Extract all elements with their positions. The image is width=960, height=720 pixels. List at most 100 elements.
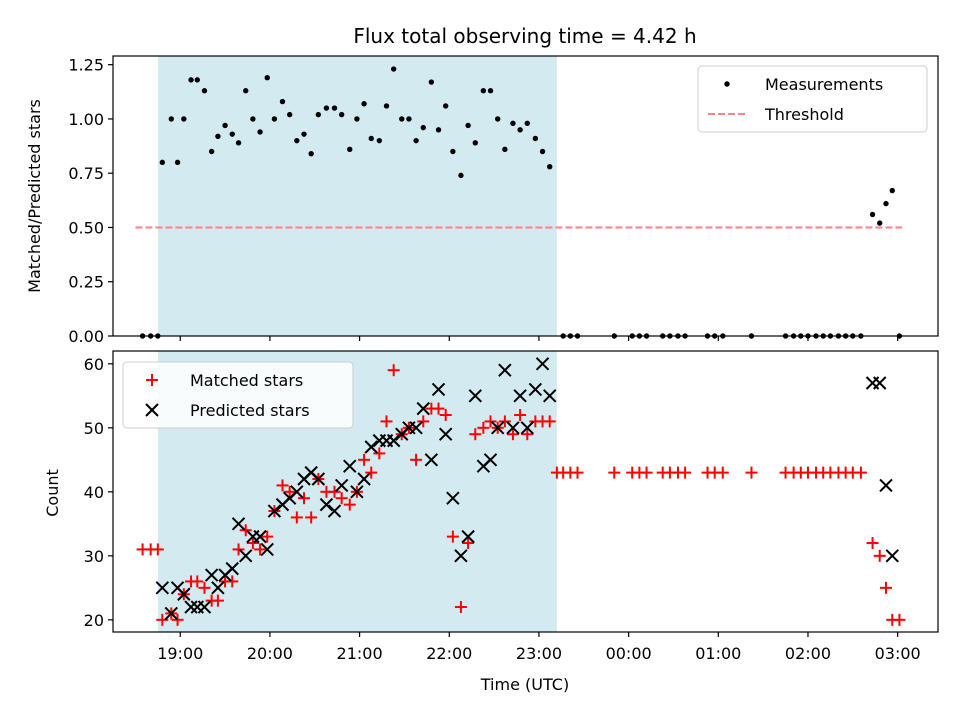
predicted-star-point [873,376,887,390]
matched-star-point [439,409,452,422]
measurement-point [532,135,539,142]
measurement-point [517,127,523,133]
matched-star-point [261,530,274,543]
predicted-star-point [334,478,349,493]
predicted-star-point [446,491,460,505]
measurement-point [495,116,501,122]
top-y-ticks: 0.00 0.25 0.50 0.75 1.00 1.25 [68,56,113,346]
top-x-ticks [179,336,899,341]
predicted-star-point [327,504,342,518]
measurement-point [188,77,194,83]
matched-star-point [514,409,527,422]
top-y-tick-label: 0.00 [68,327,104,346]
x-axis-label: Time (UTC) [480,675,569,694]
chart-title: Flux total observing time = 4.42 h [353,24,696,48]
top-y-tick-label: 1.25 [68,56,104,75]
top-axes-frame [112,55,939,337]
measurements-legend-marker [724,81,730,87]
matched-star-point [335,492,348,505]
x-tick-label: 20:00 [247,644,293,663]
matched-star-point [410,453,423,466]
predicted-star-point [177,587,191,601]
matched-star-point [358,453,371,466]
measurement-point [264,75,270,81]
measurement-point [279,98,286,105]
measurement-point [450,148,456,155]
predicted-star-point [468,389,482,403]
predicted-star-point [211,581,225,595]
measurement-point [323,105,330,111]
measurement-point [201,88,208,94]
predicted-star-point [253,529,267,544]
matched-star-point [854,466,867,479]
measurement-point [194,77,200,83]
bottom-panel: 20 30 40 50 60 19:00 20:00 21:00 22:00 23:00 00:0… [43,350,939,694]
measurement-point [229,131,235,137]
measurement-point [472,140,478,146]
matched-star-point [151,543,164,556]
measurement-point [243,88,249,94]
measurement-point [480,88,487,94]
matched-star-point [417,415,430,428]
measurement-point [286,111,293,118]
legend-threshold: Threshold [764,105,844,124]
x-tick-label: 19:00 [157,644,203,663]
matched-star-point [380,415,393,428]
bottom-legend: Matched stars Predicted stars [122,361,354,429]
predicted-star-point [431,382,446,397]
matched-star-point [469,428,482,441]
predicted-star-point [311,472,326,486]
matched-star-point [298,492,311,505]
top-legend: Measurements Threshold [697,65,928,133]
predicted-star-point [350,485,364,499]
measurement-point [315,111,322,118]
measurement-point [487,88,494,94]
measurement-point [361,101,367,107]
legend-measurements: Measurements [765,75,883,94]
measurement-point [869,211,876,218]
bottom-y-tick-label: 60 [84,355,104,374]
matched-star-point [283,485,296,498]
predicted-star-point [267,504,282,518]
matched-star-point [343,498,356,511]
matched-star-point [521,428,534,441]
matched-star-point [246,537,259,550]
predicted-star-point [543,389,557,403]
matched-star-point [477,421,490,434]
predicted-star-point [424,453,439,467]
predicted-star-point [498,363,512,377]
matched-star-point [365,466,378,479]
measurement-point [208,148,215,155]
measurement-point [368,135,374,142]
top-panel: Flux total observing time = 4.42 h 0.00 0… [25,24,939,346]
measurement-point [222,122,228,129]
top-y-tick-label: 0.75 [68,164,104,183]
predicted-star-point [885,549,899,563]
top-y-tick-label: 1.00 [68,110,104,129]
matched-star-point [156,613,169,626]
measurement-point [294,137,300,144]
bottom-axes-frame [112,350,939,633]
measurement-point [406,116,412,122]
measurement-point [301,131,307,137]
matched-star-point [873,549,886,562]
matched-star-point [254,543,267,556]
measurement-point [539,148,546,155]
matched-star-point [211,594,224,607]
matched-star-point [506,428,519,441]
measurement-point [428,79,435,85]
matched-star-point [679,466,692,479]
measurement-point [376,137,383,144]
matched-star-point [432,402,445,415]
matched-star-point [290,511,303,524]
matched-star-point [328,485,341,498]
predicted-star-point [357,472,371,486]
legend-predicted-stars: Predicted stars [190,401,310,420]
measurement-point [235,140,242,146]
top-shaded-region [157,56,557,336]
measurement-point [331,105,338,111]
measurement-point [181,116,187,122]
measurement-point [547,163,553,170]
predicted-star-point [490,421,505,435]
matched-star-point [226,575,239,588]
